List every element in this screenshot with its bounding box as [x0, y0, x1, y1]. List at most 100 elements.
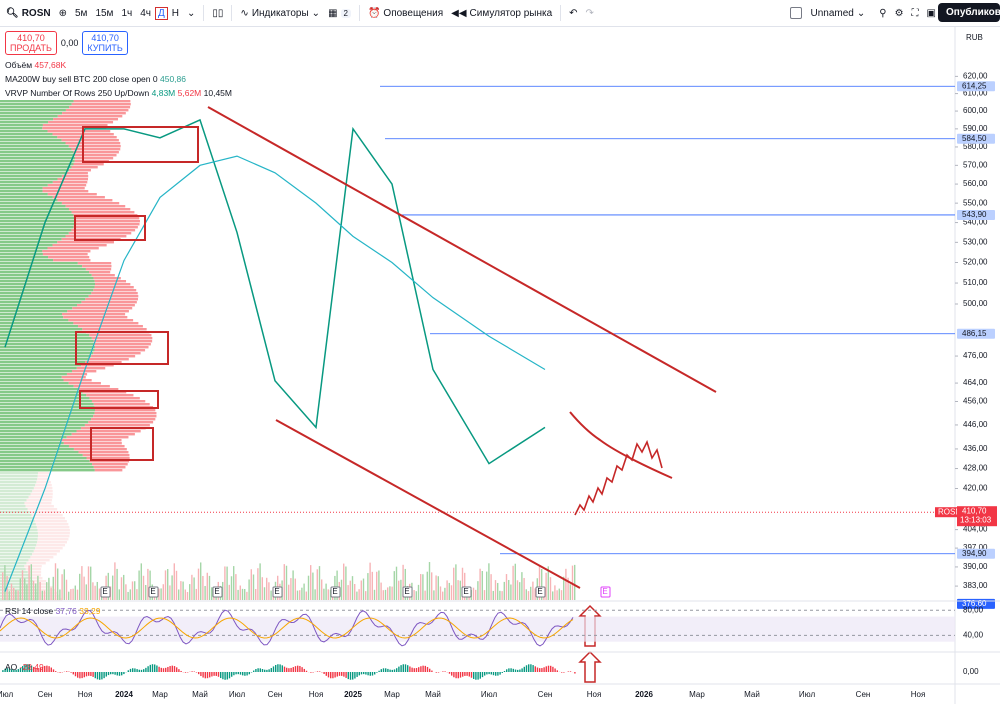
highlight-box: [74, 215, 146, 241]
volume-bar: [369, 562, 371, 600]
ao-bar: [79, 672, 81, 679]
volume-profile-down: [37, 475, 49, 478]
volume-profile-down: [31, 577, 43, 580]
volume-bar: [6, 576, 8, 600]
volume-profile-up: [0, 562, 27, 565]
volume-profile-up: [0, 526, 37, 529]
volume-profile-down: [81, 364, 114, 367]
ao-bar: [288, 668, 290, 672]
ao-bar: [222, 672, 224, 680]
volume-profile-up: [0, 184, 48, 187]
volume-profile-up: [0, 532, 38, 535]
ao-bar: [2, 670, 4, 672]
ao-bar: [521, 668, 523, 672]
y-tick-label: 464,00: [963, 378, 988, 387]
ao-bar: [105, 672, 107, 677]
volume-bar: [50, 587, 52, 600]
volume-bar: [431, 572, 433, 600]
y-tick-label: 476,00: [963, 351, 988, 360]
ao-bar: [15, 669, 17, 672]
interval[interactable]: 5м: [75, 7, 88, 19]
interval[interactable]: 4ч: [140, 7, 151, 19]
volume-bar: [160, 588, 162, 600]
volume-profile-up: [0, 541, 38, 544]
settings[interactable]: ⚙: [894, 7, 904, 19]
interval[interactable]: Н: [171, 7, 180, 19]
volume-bar: [191, 574, 193, 600]
volume-profile-down: [52, 244, 107, 247]
volume-profile-up: [0, 565, 25, 568]
interval-menu[interactable]: ⌄: [187, 7, 196, 19]
publish-button[interactable]: Опубликовать: [938, 3, 1000, 22]
ao-bar: [556, 670, 558, 672]
last-price-symbol-bg: [935, 507, 959, 518]
volume-bar: [4, 565, 6, 600]
volume-profile-down: [33, 580, 47, 583]
ao-bar: [391, 669, 393, 672]
ao-bar: [112, 672, 114, 675]
x-tick-label: 2024: [115, 690, 133, 699]
add-symbol[interactable]: ⊕: [58, 7, 67, 19]
volume-profile-down: [91, 400, 146, 403]
snapshot[interactable]: ▣: [926, 7, 936, 19]
volume-bar: [10, 583, 13, 600]
ao-bar: [343, 672, 345, 677]
volume-bar: [395, 566, 398, 600]
volume-bar: [200, 562, 202, 600]
volume-profile-down: [63, 379, 92, 382]
ao-bar: [316, 671, 319, 672]
volume-bar: [527, 591, 530, 600]
quick-search[interactable]: ⚲: [879, 7, 887, 19]
interval[interactable]: 15м: [95, 7, 114, 19]
x-tick-label: Сен: [538, 690, 553, 699]
ao-bar: [365, 672, 367, 675]
volume-profile-up: [0, 127, 43, 130]
ao-bar: [121, 672, 123, 676]
layout-name-button[interactable]: Unnamed ⌄: [786, 7, 870, 19]
volume-profile-up: [0, 307, 73, 310]
interval-active[interactable]: Д: [155, 6, 168, 20]
interval[interactable]: 1ч: [121, 7, 133, 19]
ao-bar: [259, 668, 261, 672]
ao-bar: [206, 672, 209, 679]
volume-bar: [19, 578, 21, 600]
volume-profile-down: [78, 388, 119, 391]
buy-button[interactable]: 410,70 КУПИТЬ: [82, 31, 128, 55]
volume-bar: [290, 578, 292, 600]
ao-bar: [464, 672, 466, 676]
volume-profile-down: [27, 571, 42, 574]
volume-bar: [189, 584, 191, 600]
ao-bar: [167, 666, 169, 672]
earnings-box: [212, 586, 223, 598]
chart-type[interactable]: ▯▯: [212, 7, 224, 19]
ao-bar: [143, 669, 145, 672]
volume-profile-up: [0, 196, 53, 199]
replay-button[interactable]: ◀◀ Симулятор рынка: [451, 7, 553, 19]
sell-button[interactable]: 410,70 ПРОДАТЬ: [5, 31, 57, 55]
volume-profile-down: [65, 172, 88, 175]
alerts-button[interactable]: ⏰ Оповещения: [367, 7, 444, 19]
volume-profile-up: [0, 244, 53, 247]
indicators-button[interactable]: ∿ Индикаторы ⌄: [240, 7, 321, 19]
volume-bar: [92, 582, 94, 600]
ao-bar: [470, 672, 473, 678]
ao-bar: [519, 669, 521, 672]
fullscreen[interactable]: ⛶: [911, 7, 919, 19]
volume-profile-up: [0, 145, 69, 148]
volume-profile-up: [0, 313, 63, 316]
rsi-legend: RSI 14 close 37,76 33,29: [5, 606, 101, 616]
volume-profile-down: [94, 343, 151, 346]
ao-bar: [83, 672, 85, 678]
layouts-button[interactable]: ▦ 2: [324, 8, 355, 19]
volume-profile-up: [0, 280, 95, 283]
volume-bar: [270, 590, 272, 600]
volume-profile-up: [0, 496, 29, 499]
redo[interactable]: ↷: [585, 7, 594, 19]
volume-bar: [525, 589, 527, 600]
symbol-search[interactable]: 🔍︎ ROSN: [6, 7, 51, 19]
undo[interactable]: ↶: [569, 7, 578, 19]
ao-bar: [360, 672, 363, 675]
volume-profile-up: [0, 235, 66, 238]
volume-profile-up: [0, 385, 74, 388]
ao-bar: [257, 668, 259, 672]
